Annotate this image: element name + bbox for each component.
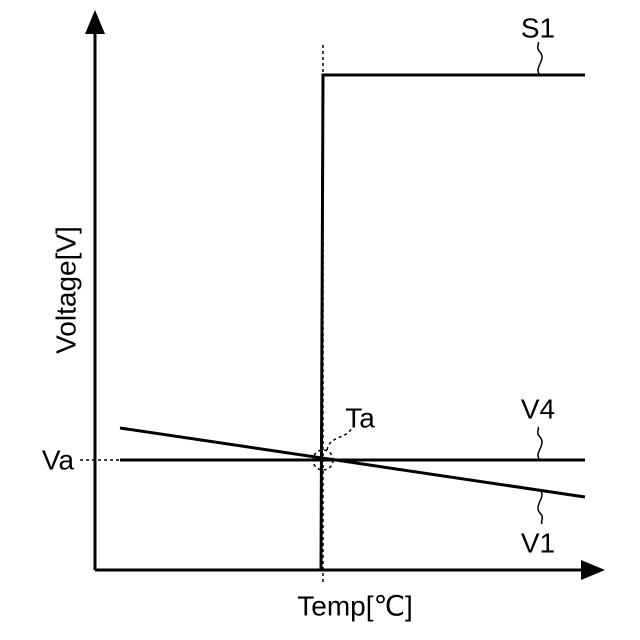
s1-curve: [321, 75, 585, 570]
y-axis-label: Voltage[V]: [50, 226, 81, 354]
y-axis-arrow: [85, 10, 105, 34]
v4-label: V4: [521, 393, 555, 424]
v1-label: V1: [521, 527, 555, 558]
va-label: Va: [42, 444, 75, 475]
v1-curve: [120, 428, 585, 497]
s1-label: S1: [521, 12, 555, 43]
diagram: S1 V4 V1 Va Ta Voltage[V] Temp[℃]: [0, 0, 640, 640]
ta-label: Ta: [345, 402, 375, 433]
v4-leader: [538, 427, 542, 460]
s1-leader: [538, 42, 542, 75]
v1-leader: [538, 490, 542, 524]
x-axis-arrow: [581, 560, 605, 580]
x-axis-label: Temp[℃]: [297, 590, 412, 621]
